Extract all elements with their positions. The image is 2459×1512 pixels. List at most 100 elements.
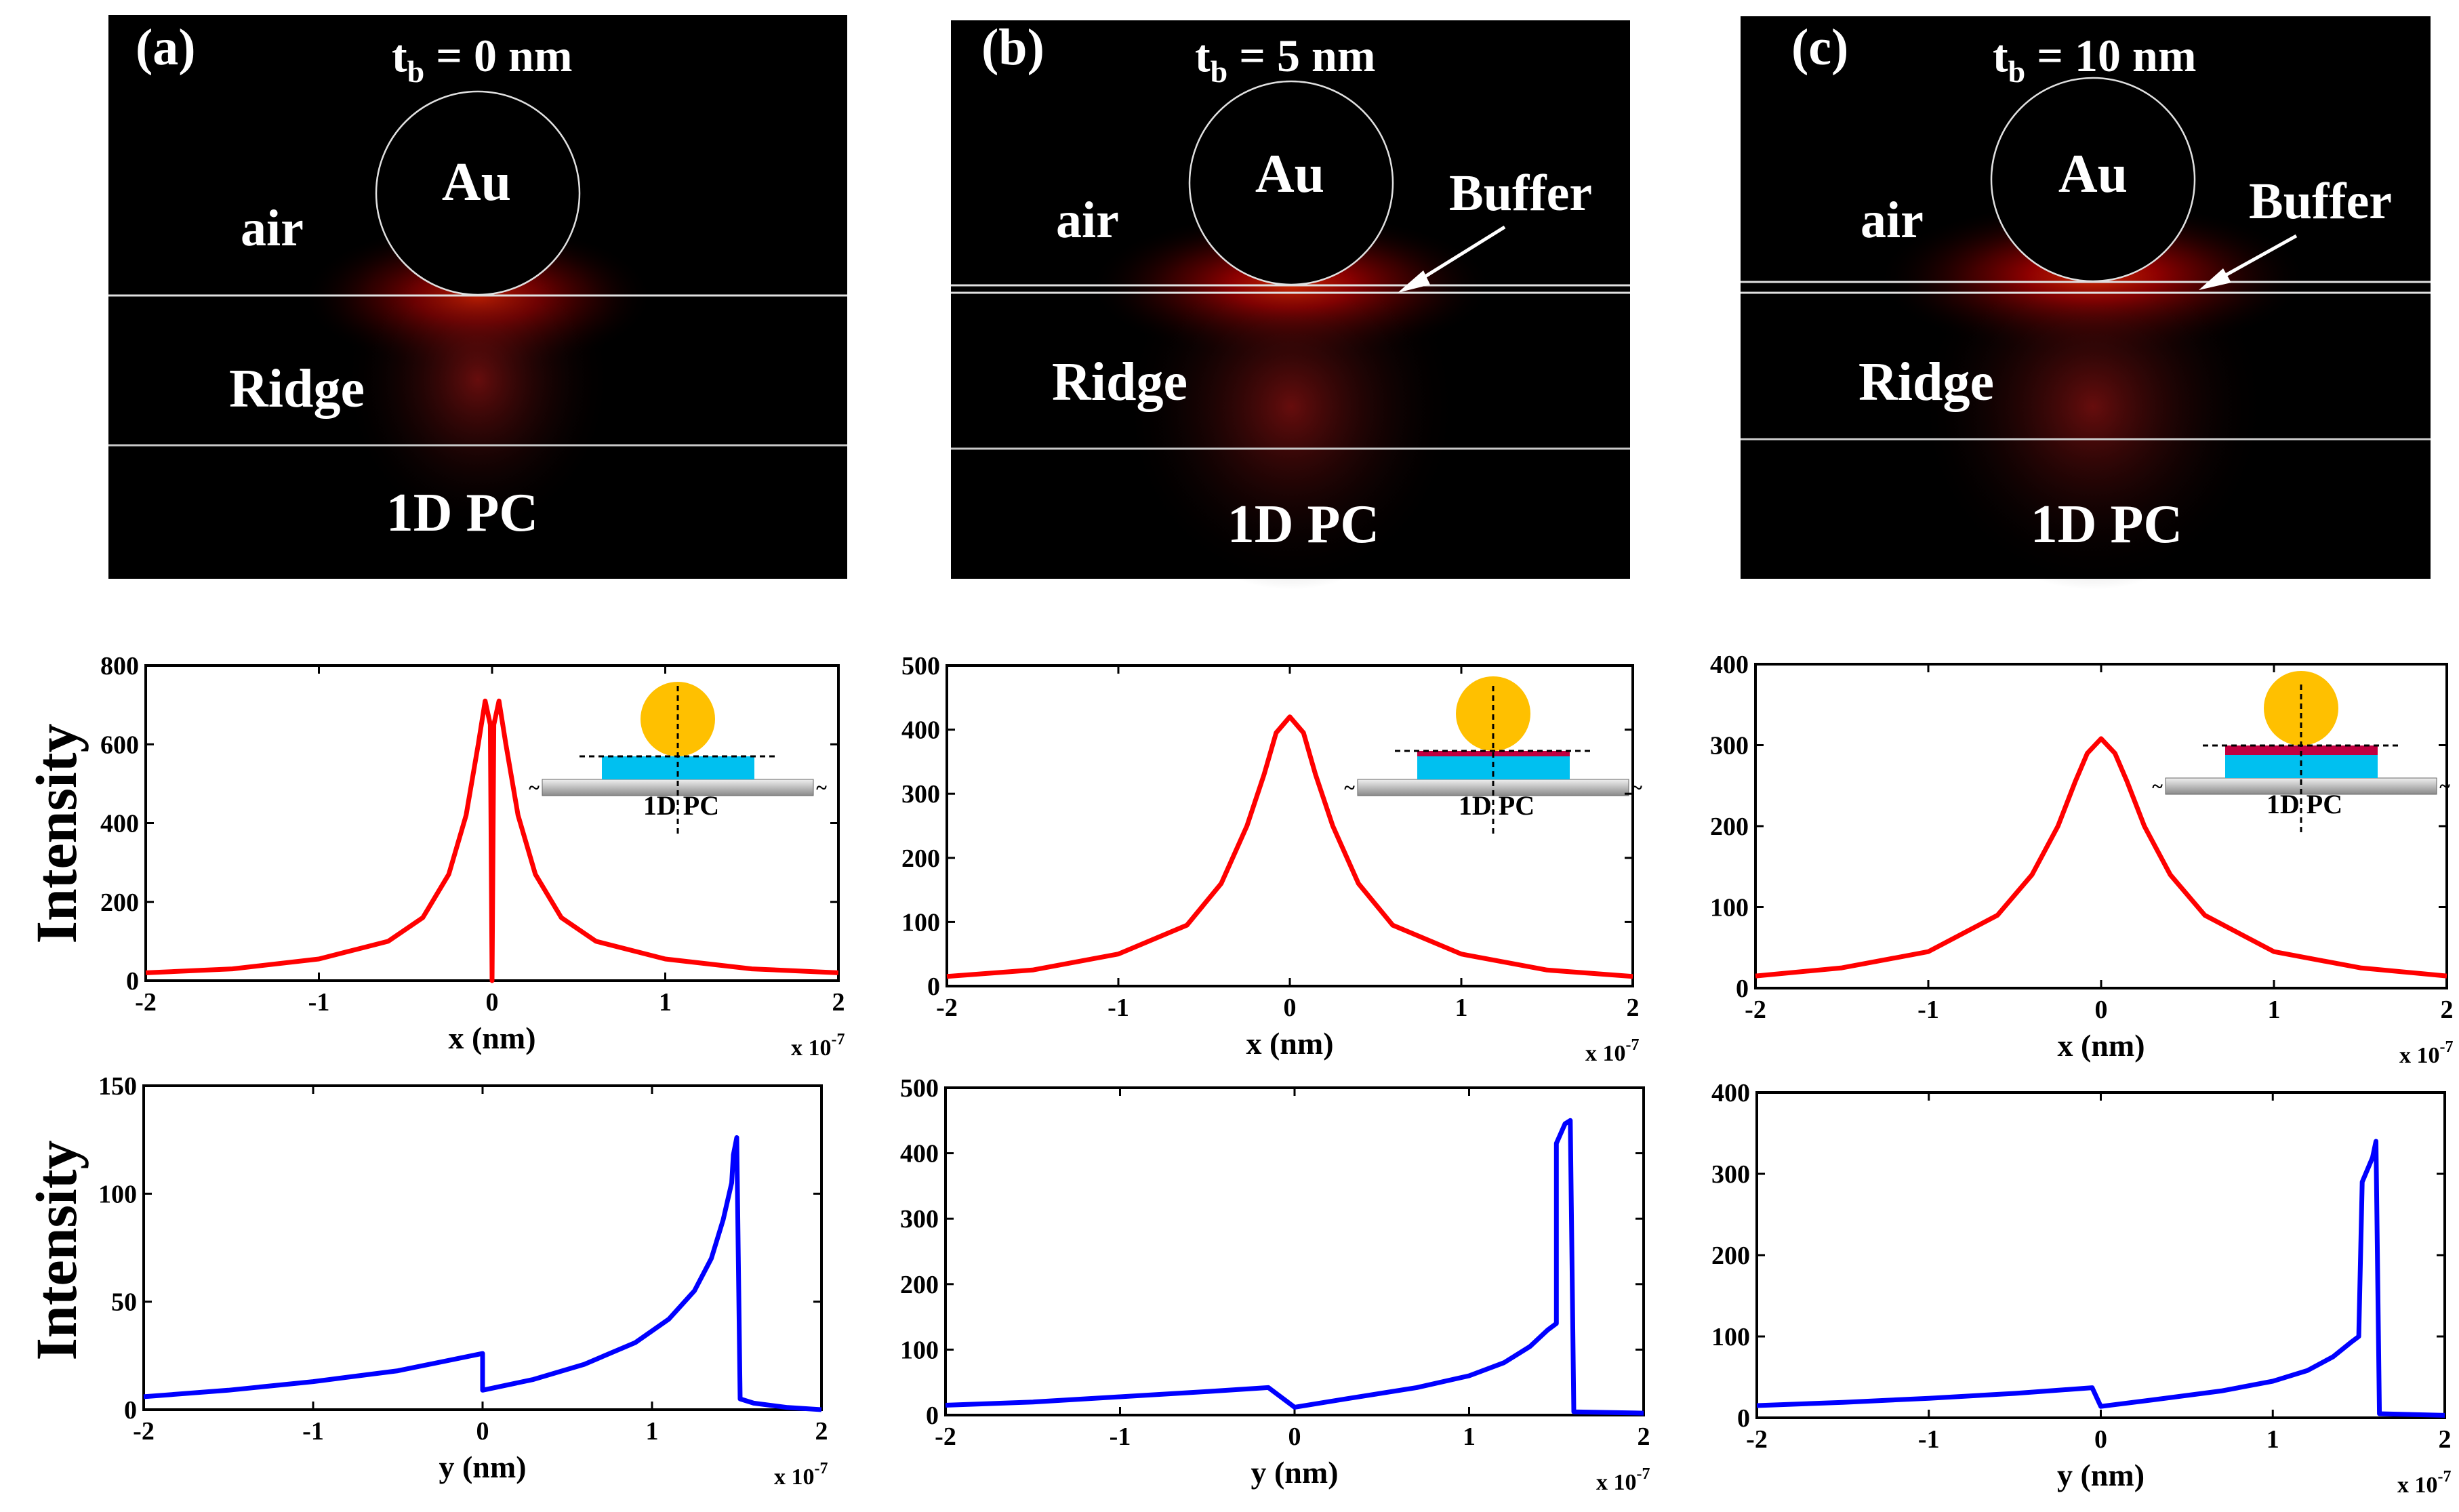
y-tick-label: 500 — [900, 1074, 939, 1103]
x-tick-label: -2 — [1746, 1425, 1768, 1454]
y-tick-label: 0 — [124, 1396, 137, 1425]
y-tick-label: 0 — [926, 1402, 939, 1430]
inset-schematic: ~ ~1D PC — [1344, 676, 1642, 837]
x-exponent-label: x 10-7 — [791, 1031, 845, 1061]
y-tick-label: 400 — [901, 716, 940, 745]
intensity-curve — [143, 1135, 822, 1412]
hotspot-glow-lower — [1917, 224, 2269, 590]
x-tick-label: 2 — [832, 988, 845, 1017]
y-tick-label: 200 — [100, 888, 139, 917]
break-mark-left: ~ — [2152, 775, 2163, 798]
y-tick-label: 800 — [100, 652, 139, 680]
break-mark-right: ~ — [2439, 775, 2450, 798]
x-axis-title: y (nm) — [1251, 1455, 1338, 1490]
au-label: Au — [2058, 144, 2128, 204]
ridge-label: Ridge — [229, 359, 365, 419]
x-axis-title: x (nm) — [448, 1021, 535, 1055]
y-tick-label: 500 — [901, 652, 940, 680]
y-tick-label: 400 — [900, 1140, 939, 1168]
buffer-layer — [2225, 745, 2378, 755]
buffer-arrowhead — [1398, 270, 1430, 293]
intensity-curve — [1755, 736, 2447, 979]
x-tick-label: 2 — [1638, 1423, 1650, 1451]
y-tick-label: 0 — [126, 967, 139, 996]
y-profile-chart-c: -2 -1 0 1 2 0 100 200 300 400 y (nm) x 10-7 — [1711, 1079, 2452, 1498]
y-tick-label: 300 — [1711, 1160, 1750, 1189]
thickness-label: tb = 0 nm — [392, 30, 572, 89]
y-tick-label: 100 — [901, 908, 940, 937]
x-exponent-label: x 10-7 — [2397, 1468, 2452, 1498]
panel-label: (c) — [1791, 19, 1848, 76]
x-tick-label: 1 — [1463, 1423, 1476, 1451]
y-tick-label: 400 — [100, 810, 139, 838]
y-tick-label: 0 — [1736, 975, 1749, 1003]
field-panel-c: (c) tb = 10 nm Au air Buffer Ridge 1D PC — [1741, 16, 2431, 590]
y-tick-label: 200 — [901, 844, 940, 873]
y-tick-label: 300 — [900, 1205, 939, 1233]
y-tick-label: 400 — [1711, 1079, 1750, 1107]
y-tick-label: 50 — [111, 1288, 137, 1317]
inset-schematic: ~ ~1D PC — [2152, 671, 2450, 836]
x-tick-label: 0 — [2094, 1425, 2107, 1454]
y-axis-title-row2: Intensity — [24, 1141, 89, 1361]
y-tick-label: 200 — [900, 1271, 939, 1299]
inset-schematic: ~ ~1D PC — [529, 682, 827, 837]
x-tick-label: -1 — [1917, 996, 1939, 1024]
y-profile-chart-a: -2 -1 0 1 2 0 50 100 150 y (nm) x 10-7 — [98, 1072, 828, 1490]
y-tick-label: 100 — [98, 1180, 137, 1208]
x-profile-chart-a: ~ ~1D PC -2 -1 0 1 2 0 200 400 600 800 x (nm) x 10-7 — [100, 652, 845, 1061]
x-tick-label: -1 — [1110, 1423, 1131, 1451]
inset-substrate-label: 1D PC — [1459, 790, 1535, 821]
y-tick-label: 0 — [927, 973, 940, 1001]
hotspot-glow-lower — [342, 224, 613, 535]
buffer-label: Buffer — [2249, 173, 2392, 230]
intensity-curve — [946, 714, 1633, 979]
x-tick-label: -2 — [133, 1417, 155, 1446]
x-exponent-label: x 10-7 — [1585, 1036, 1640, 1066]
x-tick-label: 1 — [2268, 996, 2281, 1024]
intensity-curve — [945, 1118, 1644, 1416]
ridge-label: Ridge — [1052, 352, 1187, 412]
intensity-curve — [1756, 1139, 2445, 1418]
x-tick-label: 0 — [2095, 996, 2108, 1024]
thickness-label: tb = 10 nm — [1993, 30, 2196, 89]
x-profile-chart-b: ~ ~1D PC -2 -1 0 1 2 0 100 200 300 400 500 x (nm) x 10… — [901, 652, 1642, 1066]
gold-particle — [1456, 676, 1530, 751]
x-tick-label: -2 — [935, 1423, 956, 1451]
x-tick-label: -1 — [1918, 1425, 1940, 1454]
buffer-arrowhead — [2199, 268, 2231, 290]
x-tick-label: 2 — [815, 1417, 828, 1446]
plot-frame — [1755, 1091, 2446, 1419]
x-axis-title: y (nm) — [439, 1450, 526, 1484]
x-tick-label: 2 — [1627, 994, 1640, 1022]
field-panel-a: (a) tb = 0 nm Au air Ridge 1D PC — [108, 15, 847, 579]
x-tick-label: 2 — [2441, 996, 2454, 1024]
x-tick-label: 1 — [659, 988, 672, 1017]
x-tick-label: 2 — [2439, 1425, 2452, 1454]
y-tick-label: 300 — [1710, 732, 1749, 760]
panel-label: (b) — [981, 19, 1044, 76]
y-tick-label: 600 — [100, 731, 139, 759]
x-axis-title: y (nm) — [2057, 1458, 2145, 1492]
break-mark-right: ~ — [1631, 777, 1642, 799]
x-tick-label: 0 — [476, 1417, 489, 1446]
y-tick-label: 200 — [1710, 813, 1749, 841]
air-label: air — [1861, 192, 1924, 249]
air-label: air — [1056, 192, 1119, 249]
x-tick-label: 0 — [1288, 1423, 1301, 1451]
x-exponent-label: x 10-7 — [774, 1460, 828, 1490]
x-tick-label: -1 — [1107, 994, 1129, 1022]
x-tick-label: -2 — [1745, 996, 1766, 1024]
substrate-label: 1D PC — [1227, 495, 1379, 554]
ridge-label: Ridge — [1858, 352, 1994, 412]
substrate-label: 1D PC — [386, 483, 538, 543]
thickness-label: tb = 5 nm — [1195, 30, 1375, 89]
y-tick-label: 200 — [1711, 1242, 1750, 1270]
y-tick-label: 0 — [1737, 1404, 1750, 1433]
buffer-label: Buffer — [1449, 165, 1592, 222]
x-tick-label: 1 — [646, 1417, 659, 1446]
plot-frame — [944, 1086, 1645, 1416]
hotspot-glow-lower — [1122, 224, 1461, 590]
plot-frame — [1754, 663, 2448, 989]
